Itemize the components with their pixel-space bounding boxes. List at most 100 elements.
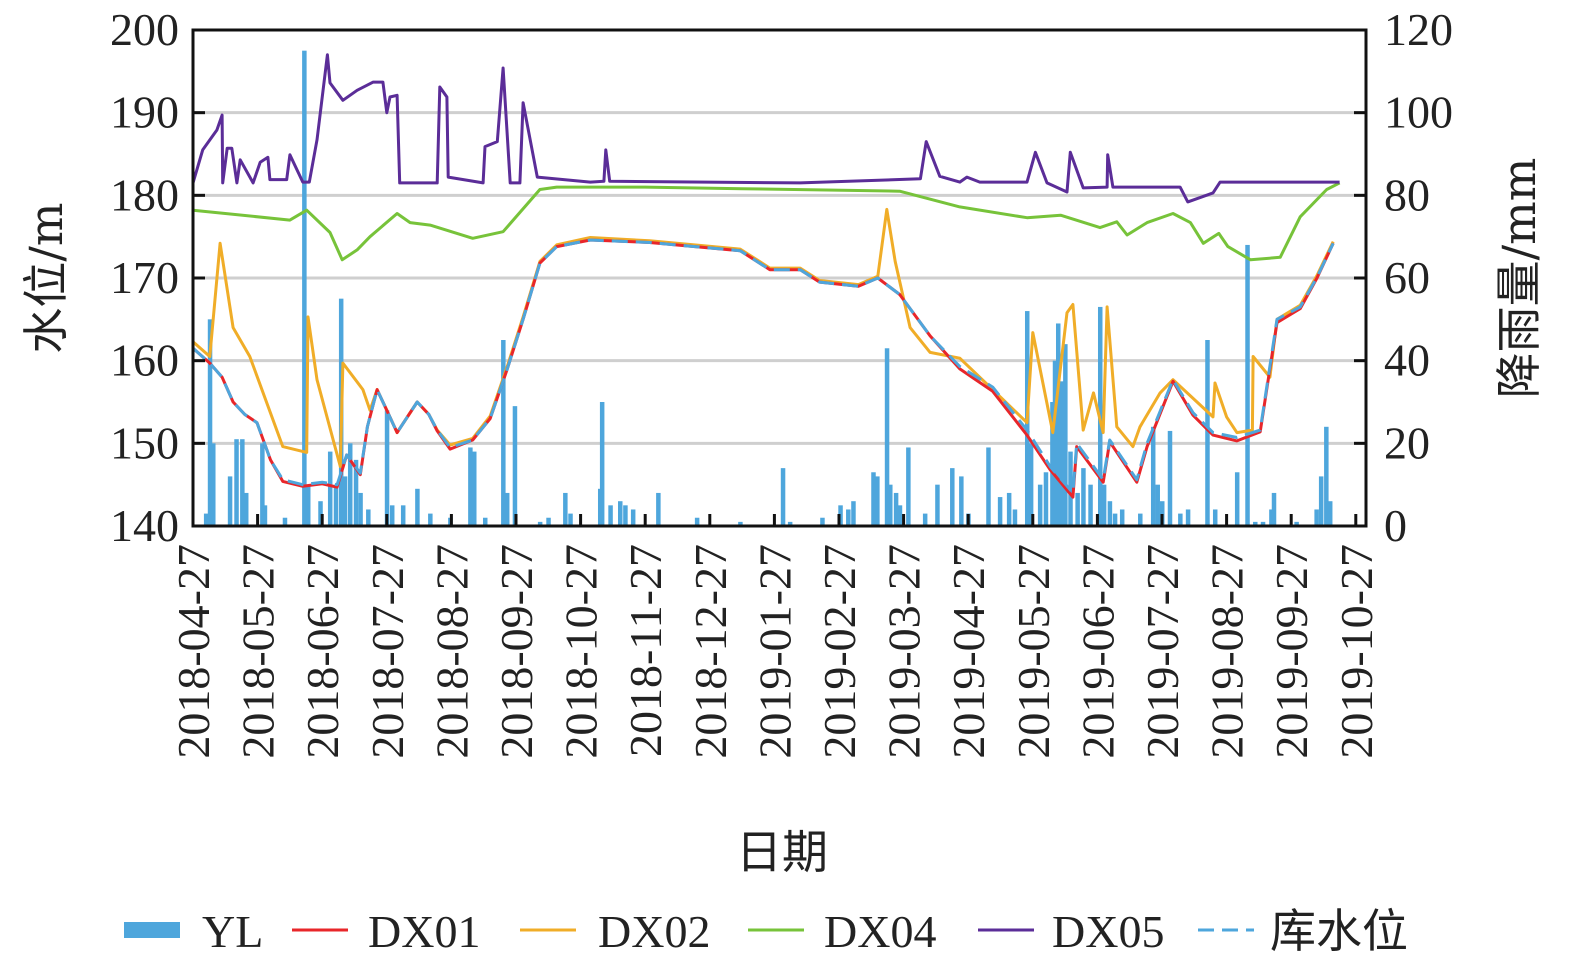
rainfall-bar [1050, 402, 1055, 526]
rainfall-bar [1160, 501, 1165, 526]
x-tick-label: 2019-07-27 [1137, 544, 1188, 759]
rainfall-bar [1075, 492, 1080, 526]
rainfall-bar [211, 443, 216, 526]
rainfall-bar [546, 517, 551, 526]
series-line-reservoir [192, 238, 1335, 495]
legend-label: YL [202, 906, 263, 957]
y-tick-label: 180 [110, 169, 179, 220]
rainfall-bar [897, 505, 903, 526]
x-tick-label: 2018-12-27 [685, 544, 736, 759]
rainfall-bar [243, 492, 249, 526]
rainfall-bar [884, 348, 890, 526]
rainfall-bar [358, 492, 363, 526]
legend-label: DX02 [598, 906, 710, 957]
rainfall-bar [1043, 472, 1049, 526]
rainfall-bar [389, 505, 395, 526]
rainfall-bar [318, 501, 323, 526]
x-tick-label: 2018-04-27 [168, 544, 219, 759]
rainfall-bar [1150, 426, 1156, 526]
rainfall-bar [738, 521, 743, 526]
rainfall-bar [608, 505, 613, 526]
x-tick-label: 2019-03-27 [879, 544, 930, 759]
rainfall-bar [302, 50, 307, 527]
rainfall-bar [234, 439, 239, 526]
rainfall-bar [599, 402, 605, 526]
rainfall-bar [1178, 513, 1183, 526]
rainfall-bar [1234, 472, 1240, 526]
rainfall-bar [203, 513, 209, 526]
legend-label: DX01 [368, 906, 480, 957]
rainfall-bar [207, 319, 213, 526]
rainfall-bar [1037, 484, 1043, 526]
rainfall-bar [482, 517, 488, 526]
rainfall-bar [1185, 509, 1191, 526]
rainfall-bar [262, 505, 268, 526]
series-line-dx02 [192, 207, 1335, 468]
rainfall-bar [1269, 509, 1274, 526]
y-right-tick-label: 80 [1384, 169, 1430, 220]
x-tick-label: 2019-02-27 [814, 544, 865, 759]
rainfall-bar [260, 443, 265, 526]
rainfall-bar [1081, 468, 1086, 526]
y-right-tick-label: 120 [1384, 4, 1453, 55]
x-tick-label: 2019-08-27 [1202, 544, 1253, 759]
rainfall-bar [875, 476, 880, 526]
rainfall-bar [468, 447, 473, 526]
rainfall-bar [618, 501, 623, 526]
rainfall-bar [1119, 509, 1125, 526]
axis-ticks [191, 28, 1366, 528]
y-right-tick-label: 60 [1384, 252, 1430, 303]
rainfall-bar [384, 410, 390, 526]
y-axis-label: 水位/m [19, 202, 73, 353]
x-axis-label: 日期 [736, 825, 828, 879]
series-lines [191, 53, 1341, 499]
rainfall-bar [1294, 521, 1299, 526]
rainfall-bar [986, 447, 991, 526]
rainfall-bar [959, 476, 964, 526]
rainfall-bar [1112, 513, 1118, 526]
rainfall-bar [1055, 323, 1061, 526]
rainfall-bar [227, 476, 233, 526]
y-tick-label: 200 [110, 4, 179, 55]
rainfall-bar [1167, 430, 1173, 526]
y-tick-label: 190 [110, 87, 179, 138]
legend: YL DX01 DX02 DX04 DX05 库水位 [124, 906, 1408, 957]
x-tick-label: 2018-08-27 [426, 544, 477, 759]
x-tick-label: 2018-05-27 [233, 544, 284, 759]
y-tick-labels: 140 150 160 170 180 190 200 [110, 4, 179, 551]
x-tick-label: 2018-10-27 [556, 544, 607, 759]
rainfall-bar [997, 497, 1003, 526]
y-tick-label: 150 [110, 417, 179, 468]
rainfall-bar [950, 468, 955, 526]
x-tick-label: 2019-01-27 [749, 544, 800, 759]
rainfall-bar [871, 472, 876, 526]
x-tick-labels: 2018-04-27 2018-05-27 2018-06-27 2018-07-27… [168, 544, 1382, 759]
rainfall-bar [353, 459, 359, 526]
rainfall-bar [415, 488, 420, 526]
y-right-tick-label: 100 [1384, 87, 1453, 138]
rainfall-bar [1101, 484, 1107, 526]
rainfall-bar [656, 492, 661, 526]
rainfall-bar [1324, 426, 1329, 526]
x-tick-label: 2019-09-27 [1266, 544, 1317, 759]
y-tick-label: 160 [110, 335, 179, 386]
rainfall-bar [893, 492, 899, 526]
rainfall-bar [820, 517, 825, 526]
y-right-tick-label: 20 [1384, 417, 1430, 468]
rainfall-bar [504, 492, 510, 526]
rainfall-bar [1059, 381, 1065, 526]
rainfall-bar [1155, 484, 1160, 526]
rainfall-bar [1245, 244, 1250, 526]
rainfall-bar [1314, 509, 1319, 526]
rainfall-bar [1212, 509, 1218, 526]
rainfall-bar [906, 447, 911, 526]
y-right-tick-label: 40 [1384, 335, 1430, 386]
rainfall-bar [347, 443, 353, 526]
x-tick-label: 2019-04-27 [943, 544, 994, 759]
rainfall-bar [512, 406, 518, 526]
rainfall-bar [501, 340, 506, 526]
rainfall-bar [1028, 443, 1034, 526]
y-tick-label: 170 [110, 252, 179, 303]
rainfall-bar [1063, 344, 1068, 526]
